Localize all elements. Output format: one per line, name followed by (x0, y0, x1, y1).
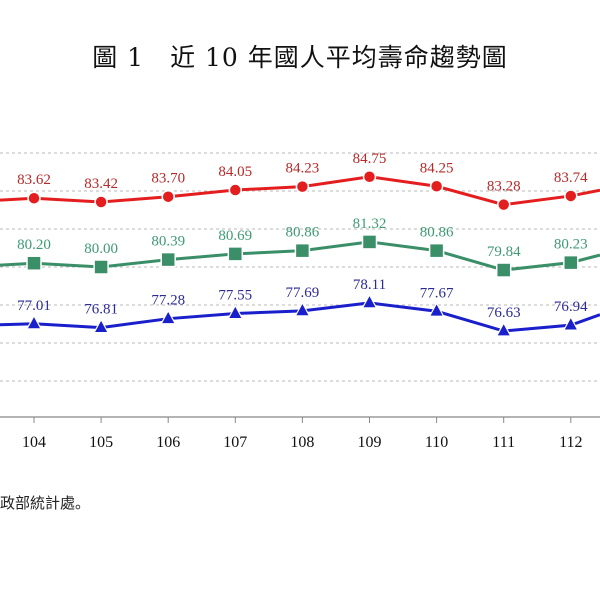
data-label-male: 77.28 (151, 293, 185, 309)
data-label-male: 78.11 (353, 277, 386, 293)
marker-total (495, 262, 512, 278)
data-label-female: 83.62 (17, 172, 51, 188)
data-label-female: 83.42 (84, 176, 118, 192)
marker-female (27, 191, 41, 205)
data-label-total: 80.00 (84, 241, 118, 257)
marker-male (361, 293, 378, 309)
data-label-total: 80.23 (554, 237, 588, 253)
marker-male (93, 318, 110, 334)
marker-female (429, 179, 444, 193)
data-label-total: 80.69 (218, 228, 252, 244)
marker-male (562, 315, 579, 331)
data-label-female: 84.23 (286, 161, 320, 177)
data-label-male: 77.55 (218, 288, 252, 304)
x-tick-label: 105 (89, 434, 113, 451)
marker-total (428, 242, 445, 259)
source-note: 政部統計處。 (0, 494, 91, 512)
marker-female (564, 189, 578, 203)
marker-total (361, 234, 378, 250)
marker-female (496, 197, 511, 212)
marker-total (294, 242, 311, 259)
x-tick-label: 108 (290, 434, 314, 451)
chart-title: 圖 1 近 10 年國人平均壽命趨勢圖 (92, 43, 508, 72)
data-label-female: 83.70 (151, 171, 185, 187)
marker-total (160, 251, 176, 268)
data-label-female: 83.74 (554, 170, 588, 186)
data-label-female: 84.05 (218, 164, 252, 180)
data-label-male: 77.67 (420, 285, 454, 301)
data-label-total: 79.84 (487, 244, 521, 260)
data-label-total: 80.20 (17, 237, 51, 253)
marker-male (227, 304, 244, 320)
data-label-total: 80.86 (420, 225, 454, 241)
data-label-total: 81.32 (353, 216, 387, 232)
marker-total (93, 259, 109, 275)
x-tick-label: 111 (492, 434, 515, 451)
marker-total (227, 246, 244, 262)
marker-female (362, 170, 377, 184)
data-label-female: 84.75 (353, 151, 387, 167)
marker-male (294, 301, 311, 317)
data-label-total: 80.86 (286, 225, 320, 241)
x-tick-label: 110 (425, 434, 448, 451)
data-label-total: 80.39 (151, 234, 185, 250)
data-label-female: 83.28 (487, 179, 521, 195)
marker-female (94, 195, 108, 209)
data-label-male: 76.63 (487, 305, 521, 321)
x-tick-label: 104 (22, 434, 46, 451)
marker-male (428, 302, 445, 317)
marker-total (563, 254, 579, 271)
data-label-male: 76.81 (84, 302, 118, 318)
data-label-male: 76.94 (554, 299, 588, 315)
marker-total (26, 255, 42, 271)
marker-male (25, 314, 43, 330)
marker-male (495, 321, 512, 337)
x-tick-label: 109 (358, 434, 382, 451)
marker-female (228, 183, 243, 197)
x-tick-label: 107 (223, 434, 247, 451)
data-label-female: 84.25 (420, 160, 454, 176)
x-tick-label: 112 (559, 434, 582, 451)
marker-female (295, 179, 310, 194)
marker-female (161, 189, 175, 204)
data-label-male: 77.01 (17, 298, 51, 314)
marker-male (160, 309, 177, 325)
x-tick-label: 106 (156, 434, 180, 451)
data-label-male: 77.69 (286, 285, 320, 301)
